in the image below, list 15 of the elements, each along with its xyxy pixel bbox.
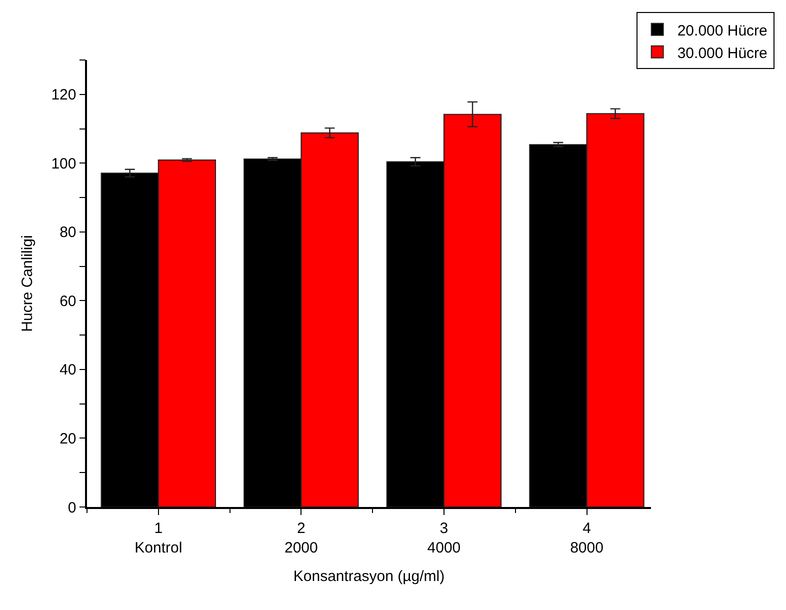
- x-axis-title: Konsantrasyon (µg/ml): [293, 568, 445, 585]
- y-tick-label: 20: [60, 430, 76, 448]
- y-tick-label: 100: [51, 155, 76, 172]
- y-axis-title: Hucre Canliligi: [18, 235, 36, 332]
- y-tick-label: 0: [68, 499, 76, 516]
- y-tick-label: 40: [60, 362, 76, 379]
- y-tick-label: 120: [51, 86, 76, 104]
- x-tick-label: 4 8000: [570, 520, 604, 556]
- y-tick-label: 60: [60, 292, 76, 310]
- legend-label: 20.000 Hücre: [677, 22, 768, 40]
- x-tick-label: 2 2000: [284, 520, 318, 556]
- x-tick-label: 1 Kontrol: [134, 520, 182, 556]
- y-tick-label: 80: [60, 224, 76, 242]
- x-tick-label: 3 4000: [427, 520, 461, 556]
- legend-label: 30.000 Hücre: [677, 44, 768, 62]
